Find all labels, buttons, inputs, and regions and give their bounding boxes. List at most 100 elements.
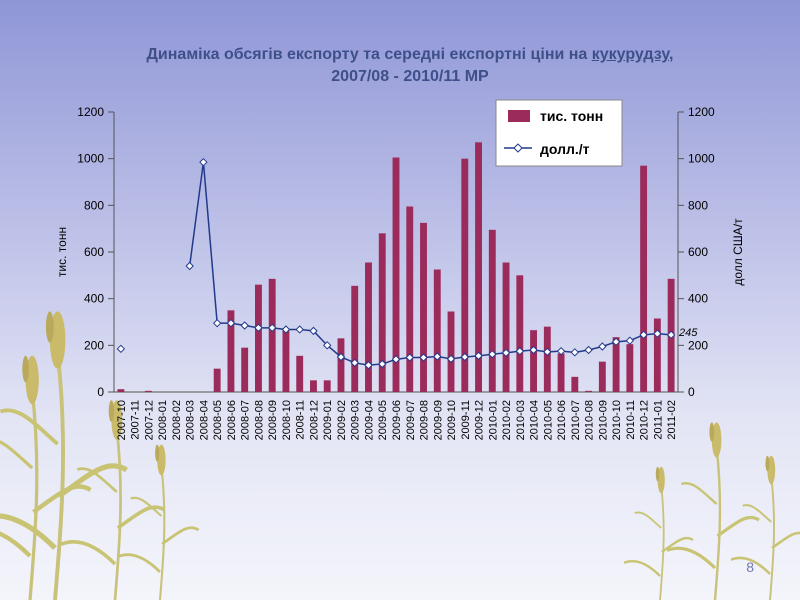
legend: тис. тонн долл./т: [496, 100, 622, 166]
bar: [117, 389, 124, 392]
bar: [145, 391, 152, 392]
bar: [351, 286, 358, 392]
bar: [448, 312, 455, 393]
y-tick-label: 1000: [77, 152, 104, 166]
x-tick-label: 2009-11: [460, 400, 472, 440]
bar: [241, 348, 248, 392]
annotation-last-price: 245: [678, 327, 698, 339]
x-tick-label: 2008-11: [295, 400, 307, 440]
x-tick-label: 2010-08: [584, 400, 596, 440]
y2-tick-label: 200: [688, 338, 708, 352]
x-tick-label: 2009-01: [322, 400, 334, 440]
x-tick-label: 2010-05: [542, 400, 554, 440]
bar: [489, 230, 496, 392]
price-point: [214, 320, 221, 327]
price-point: [626, 337, 633, 344]
x-tick-label: 2010-01: [487, 400, 499, 440]
bar: [544, 327, 551, 392]
x-tick-label: 2010-02: [501, 400, 513, 440]
x-tick-label: 2009-08: [419, 400, 431, 440]
x-tick-label: 2007-10: [116, 400, 128, 440]
x-tick-label: 2008-10: [281, 400, 293, 440]
x-tick-label: 2010-03: [515, 400, 527, 440]
bar: [214, 369, 221, 392]
bar: [516, 275, 523, 392]
x-tick-label: 2009-07: [405, 400, 417, 440]
price-point: [571, 349, 578, 356]
x-tick-label: 2010-04: [529, 400, 541, 440]
x-tick-label: 2010-09: [597, 400, 609, 440]
y2-tick-label: 0: [688, 385, 695, 399]
x-tick-label: 2009-02: [336, 400, 348, 440]
y-tick-label: 400: [84, 292, 104, 306]
price-point: [241, 322, 248, 329]
x-tick-label: 2011-01: [652, 400, 664, 440]
price-point: [296, 326, 303, 333]
x-tick-label: 2008-01: [157, 400, 169, 440]
bar: [420, 223, 427, 392]
x-tick-label: 2010-10: [611, 400, 623, 440]
bar: [365, 263, 372, 393]
x-tick-label: 2010-07: [570, 400, 582, 440]
x-tick-label: 2009-09: [432, 400, 444, 440]
x-tick-label: 2008-06: [226, 400, 238, 440]
x-tick-label: 2009-03: [350, 400, 362, 440]
legend-label-bars: тис. тонн: [540, 108, 603, 124]
y-tick-label: 0: [97, 385, 104, 399]
x-tick-label: 2008-03: [185, 400, 197, 440]
y2-tick-label: 1000: [688, 152, 715, 166]
bar: [283, 330, 290, 392]
legend-bar-swatch: [508, 110, 530, 122]
y-tick-label: 1200: [77, 105, 104, 119]
y-tick-label: 200: [84, 338, 104, 352]
x-tick-label: 2008-09: [267, 400, 279, 440]
bar: [530, 330, 537, 392]
x-tick-label: 2008-08: [253, 400, 265, 440]
y-axis-label: тис. тонн: [55, 227, 69, 277]
y2-tick-label: 800: [688, 198, 708, 212]
y-tick-label: 600: [84, 245, 104, 259]
bar: [296, 356, 303, 392]
decor-grass-left: [0, 311, 199, 600]
x-tick-label: 2008-12: [308, 400, 320, 440]
bar: [406, 207, 413, 393]
x-tick-label: 2011-02: [666, 400, 678, 440]
x-tick-label: 2007-11: [130, 400, 142, 440]
bar: [269, 279, 276, 392]
y2-axis-label: долл США/т: [731, 218, 745, 286]
bar: [503, 263, 510, 393]
bar: [310, 380, 317, 392]
y2-tick-label: 1200: [688, 105, 715, 119]
bar: [571, 377, 578, 392]
price-point: [117, 345, 124, 352]
y-tick-label: 800: [84, 198, 104, 212]
x-tick-label: 2009-04: [363, 400, 375, 440]
bar: [599, 362, 606, 392]
x-tick-label: 2009-12: [474, 400, 486, 440]
bar: [255, 285, 262, 392]
x-tick-label: 2008-07: [240, 400, 252, 440]
legend-label-line: долл./т: [540, 141, 590, 157]
price-point: [200, 159, 207, 166]
x-tick-label: 2009-06: [391, 400, 403, 440]
price-point: [585, 347, 592, 354]
page-number: 8: [746, 559, 754, 575]
x-tick-label: 2010-12: [639, 400, 651, 440]
price-point: [599, 343, 606, 350]
x-tick-label: 2009-10: [446, 400, 458, 440]
bar: [434, 270, 441, 393]
y2-tick-label: 600: [688, 245, 708, 259]
decor-grass-right: [624, 422, 800, 600]
x-tick-label: 2008-05: [212, 400, 224, 440]
bar: [338, 338, 345, 392]
bar: [585, 391, 592, 392]
bar: [640, 166, 647, 392]
x-tick-label: 2010-11: [625, 400, 637, 440]
bar: [626, 344, 633, 392]
x-tick-label: 2008-04: [198, 400, 210, 440]
x-tick-label: 2010-06: [556, 400, 568, 440]
price-point: [186, 263, 193, 270]
bar: [324, 380, 331, 392]
x-tick-label: 2007-12: [143, 400, 155, 440]
